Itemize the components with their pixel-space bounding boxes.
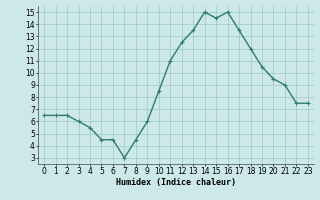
X-axis label: Humidex (Indice chaleur): Humidex (Indice chaleur) xyxy=(116,178,236,187)
